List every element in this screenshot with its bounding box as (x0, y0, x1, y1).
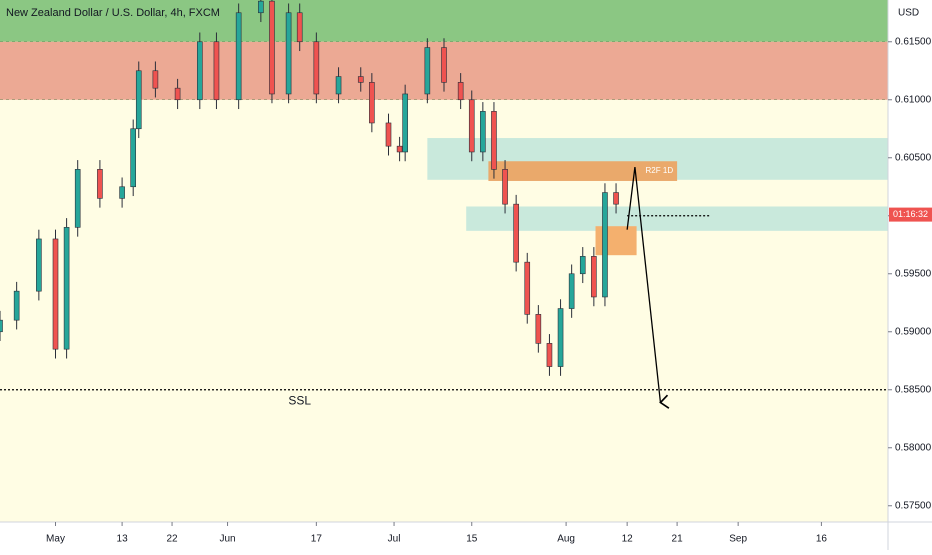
candle-body (52, 238, 59, 350)
candle-body (480, 111, 486, 153)
zone (0, 0, 888, 42)
x-tick-label: 16 (816, 534, 828, 545)
currency-label: USD (898, 8, 919, 19)
candle-body (591, 256, 597, 298)
candle-body (357, 76, 364, 83)
candle-body (285, 12, 292, 95)
x-tick-label: 13 (117, 534, 129, 545)
x-tick-label: May (46, 534, 65, 545)
candle-body (97, 169, 103, 199)
candle-body (313, 41, 320, 95)
y-tick-label: 0.61500 (895, 36, 932, 47)
x-tick-label: Aug (557, 534, 575, 545)
y-tick-label: 0.59500 (895, 268, 932, 279)
candle-body (402, 93, 408, 153)
candle-body (0, 319, 3, 333)
candle-body (197, 41, 203, 101)
x-tick-label: 17 (311, 534, 323, 545)
zone-label: R2F 1D (646, 166, 674, 175)
candle-body (369, 82, 375, 124)
zone (466, 206, 888, 231)
candle-body (579, 256, 586, 275)
candle-body (13, 290, 20, 321)
chart-title: New Zealand Dollar / U.S. Dollar, 4h, FX… (6, 7, 220, 19)
candle-body (152, 70, 159, 89)
plot-area: R2F 1D SSL (0, 0, 888, 409)
x-tick-label: Jul (388, 534, 401, 545)
x-tick-label: 21 (672, 534, 684, 545)
candle-body (174, 87, 181, 101)
candle-body (546, 343, 553, 367)
candle-body (491, 111, 497, 170)
candle-body (602, 192, 608, 298)
candle-body (335, 76, 342, 95)
arrow (626, 166, 670, 409)
annotation: SSL (288, 394, 311, 408)
candle-body (535, 314, 542, 344)
candle-body (135, 70, 142, 130)
candle-body (74, 169, 81, 228)
candle-body (119, 186, 125, 199)
y-tick-label: 0.61000 (895, 94, 932, 105)
x-tick-label: Sep (729, 534, 747, 545)
y-tick-label: 0.60500 (895, 152, 932, 163)
candle-body (269, 0, 275, 95)
candle-body (502, 169, 508, 205)
y-tick-label: 0.59000 (895, 326, 932, 337)
candle-body (63, 227, 70, 350)
candle-body (424, 47, 431, 95)
candle-body (468, 99, 475, 153)
candle-body (258, 0, 264, 14)
y-tick-label: 0.57500 (895, 500, 932, 511)
candle-body (457, 82, 464, 101)
candle-body (296, 12, 303, 43)
candle-body (235, 12, 242, 101)
x-tick-label: 15 (466, 534, 478, 545)
zone (488, 161, 678, 181)
x-tick-label: 22 (166, 534, 178, 545)
candle-body (568, 273, 575, 309)
y-tick-label: 0.58000 (895, 442, 932, 453)
price-label-box (889, 207, 932, 222)
candle-body (213, 41, 220, 101)
candle-body (524, 261, 531, 315)
candle-body (613, 192, 619, 205)
candle-body (557, 308, 564, 367)
candle-body (396, 145, 403, 153)
y-tick-label: 0.58500 (895, 384, 932, 395)
x-tick-label: 12 (622, 534, 634, 545)
candle-body (441, 47, 447, 83)
x-tick-label: Jun (219, 534, 235, 545)
candle-body (130, 128, 136, 188)
candle-body (513, 203, 519, 263)
zone (595, 226, 637, 256)
candle-body (36, 238, 42, 292)
candle-body (385, 122, 392, 147)
price-label: 01:16:32 (893, 209, 928, 219)
